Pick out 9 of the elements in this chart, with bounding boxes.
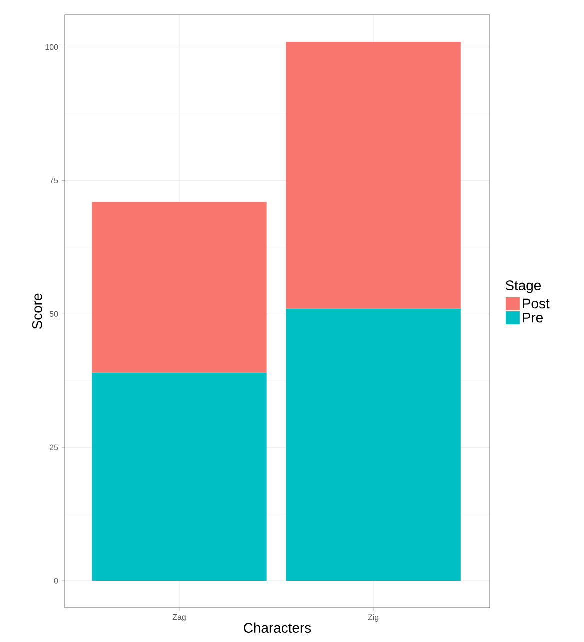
bar (92, 202, 267, 373)
y-axis-title: Score (32, 294, 42, 330)
bar (286, 308, 461, 582)
legend-label: Post (523, 298, 550, 309)
legend-label: Pre (523, 312, 544, 323)
bar (92, 372, 267, 582)
legend-title: Stage (506, 280, 542, 294)
bar (286, 42, 461, 309)
x-axis-title: Characters (244, 622, 312, 634)
